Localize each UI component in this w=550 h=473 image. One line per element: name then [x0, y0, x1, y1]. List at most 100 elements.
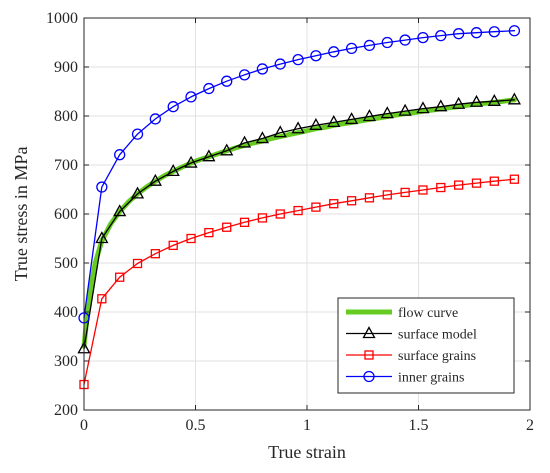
- circle-marker: [167, 101, 179, 113]
- circle-marker: [203, 82, 215, 95]
- y-axis-label: True stress in MPa: [11, 147, 31, 282]
- square-marker: [293, 205, 303, 216]
- triangle-marker: [327, 115, 341, 128]
- circle-marker: [274, 58, 286, 70]
- square-marker: [364, 193, 375, 203]
- legend-label: inner grains: [398, 371, 464, 386]
- triangle-marker: [130, 186, 145, 199]
- y-tick-label: 700: [54, 157, 78, 174]
- square-marker: [509, 174, 520, 184]
- y-tick-label: 200: [54, 402, 78, 419]
- series-layer: [77, 25, 521, 390]
- square-marker: [346, 196, 357, 206]
- series-line: [83, 30, 516, 319]
- series-surface-model: [77, 92, 521, 354]
- square-marker: [150, 249, 161, 259]
- square-marker: [115, 272, 125, 282]
- series-inner-grains: [78, 25, 521, 324]
- triangle-marker: [398, 103, 412, 116]
- triangle-marker: [452, 96, 466, 109]
- legend-label: surface model: [398, 328, 477, 343]
- circle-marker: [470, 27, 483, 39]
- circle-marker: [96, 181, 108, 193]
- square-marker: [489, 176, 499, 186]
- circle-marker: [381, 36, 393, 49]
- triangle-marker: [362, 109, 377, 122]
- square-marker: [436, 182, 446, 193]
- square-marker: [453, 180, 464, 190]
- legend-label: flow curve: [398, 306, 458, 321]
- y-tick-label: 1000: [46, 10, 78, 27]
- triangle-marker: [237, 135, 252, 148]
- triangle-marker: [95, 231, 109, 244]
- y-tick-label: 900: [54, 59, 78, 76]
- circle-marker: [488, 26, 500, 38]
- circle-marker: [363, 39, 376, 52]
- square-marker: [97, 294, 107, 304]
- triangle-marker: [113, 204, 127, 217]
- square-marker: [471, 178, 482, 188]
- triangle-marker: [309, 117, 323, 130]
- triangle-marker: [469, 94, 484, 107]
- triangle-marker: [362, 326, 376, 339]
- square-marker: [400, 187, 410, 198]
- x-tick-label: 1.5: [409, 417, 429, 434]
- y-tick-label: 300: [54, 353, 78, 370]
- series-line: [83, 99, 516, 350]
- square-marker: [186, 233, 196, 244]
- y-tick-label: 600: [54, 206, 78, 223]
- square-marker: [364, 350, 374, 360]
- ticks: 0 0.5 1 1.5 2 200 300 400 500 600 700 800 900 1000: [46, 10, 534, 434]
- series-surface-grains: [79, 174, 520, 390]
- x-tick-label: 2: [526, 417, 534, 434]
- circle-marker: [238, 69, 251, 81]
- triangle-marker: [380, 106, 394, 119]
- circle-marker: [131, 128, 144, 140]
- triangle-marker: [434, 99, 448, 112]
- circle-marker: [417, 31, 429, 44]
- legend-item: inner grains: [346, 371, 464, 386]
- triangle-marker: [148, 173, 162, 186]
- circle-marker: [363, 370, 375, 383]
- square-marker: [329, 199, 339, 209]
- y-tick-label: 400: [54, 304, 78, 321]
- circle-marker: [328, 46, 340, 58]
- square-marker: [418, 185, 428, 195]
- series-line: [83, 178, 516, 386]
- square-marker: [275, 209, 285, 219]
- circle-marker: [114, 149, 126, 161]
- legend: flow curve surface model surface grains inn…: [337, 297, 515, 394]
- circle-marker: [221, 75, 233, 87]
- legend-label: surface grains: [398, 349, 476, 364]
- x-tick-label: 1: [303, 417, 311, 434]
- triangle-marker: [416, 101, 430, 114]
- square-marker: [239, 217, 250, 227]
- triangle-marker: [166, 164, 180, 177]
- triangle-marker: [291, 121, 305, 134]
- x-axis-label: True strain: [268, 442, 346, 462]
- square-marker: [132, 258, 143, 269]
- square-marker: [382, 190, 392, 200]
- triangle-marker: [184, 155, 198, 168]
- circle-marker: [399, 34, 411, 46]
- triangle-marker: [345, 112, 359, 125]
- triangle-marker: [220, 143, 234, 156]
- square-marker: [257, 213, 268, 223]
- triangle-marker: [202, 149, 216, 162]
- legend-item: flow curve: [346, 306, 458, 321]
- y-tick-label: 500: [54, 255, 78, 272]
- circle-marker: [345, 42, 358, 55]
- x-tick-label: 0.5: [186, 417, 206, 434]
- circle-marker: [508, 25, 521, 37]
- square-marker: [222, 222, 232, 232]
- circle-marker: [185, 91, 197, 103]
- y-tick-label: 800: [54, 108, 78, 125]
- square-marker: [204, 227, 214, 238]
- circle-marker: [256, 63, 269, 75]
- square-marker: [311, 202, 321, 212]
- circle-marker: [310, 50, 322, 62]
- square-marker: [168, 240, 178, 251]
